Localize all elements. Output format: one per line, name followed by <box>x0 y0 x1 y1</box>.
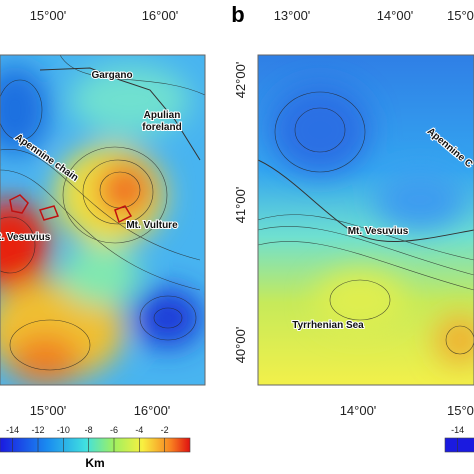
colorbar-tick-label: -4 <box>135 425 143 435</box>
colorbar-unit: Km <box>85 456 104 470</box>
place-label: Apulian <box>144 110 181 121</box>
longitude-label: 13°00' <box>274 8 311 23</box>
colorbar-tick-label: -12 <box>31 425 44 435</box>
place-label: Mt. Vulture <box>126 220 178 231</box>
place-label: foreland <box>142 122 181 133</box>
colorbar-tick-label: -14 <box>6 425 19 435</box>
longitude-label: 15°00' <box>447 403 474 418</box>
place-label: Mt. Vesuvius <box>348 226 409 237</box>
panel-label: b <box>231 2 244 27</box>
longitude-label: 15°00' <box>30 8 67 23</box>
colorbar-tick-label: -2 <box>161 425 169 435</box>
latitude-label: 40°00' <box>233 327 248 364</box>
latitude-label: 42°00' <box>233 62 248 99</box>
colorbar-ticks: -14 -12 -10 -8 -6 -4 -2 -14 <box>6 425 464 452</box>
colorbar <box>0 437 191 453</box>
colorbar-tick-label: -6 <box>110 425 118 435</box>
longitude-label: 16°00' <box>142 8 179 23</box>
colorbar-tick-label: -10 <box>57 425 70 435</box>
place-label: Mt. Vesuvius <box>0 232 51 243</box>
latitude-label: 41°00' <box>233 187 248 224</box>
longitude-label: 14°00' <box>377 8 414 23</box>
place-label: Gargano <box>91 70 132 81</box>
colorbar-tick-label: -8 <box>85 425 93 435</box>
longitude-label: 15°00' <box>447 8 474 23</box>
longitude-label: 16°00' <box>134 403 171 418</box>
colorbar-tick-label: -14 <box>451 425 464 435</box>
map-b <box>258 55 474 385</box>
longitude-label: 15°00' <box>30 403 67 418</box>
place-label: Tyrrhenian Sea <box>292 320 364 331</box>
colorbar <box>444 437 474 453</box>
map-a <box>0 55 205 385</box>
frame-a <box>0 54 206 386</box>
frame-b <box>257 54 474 386</box>
longitude-label: 14°00' <box>340 403 377 418</box>
